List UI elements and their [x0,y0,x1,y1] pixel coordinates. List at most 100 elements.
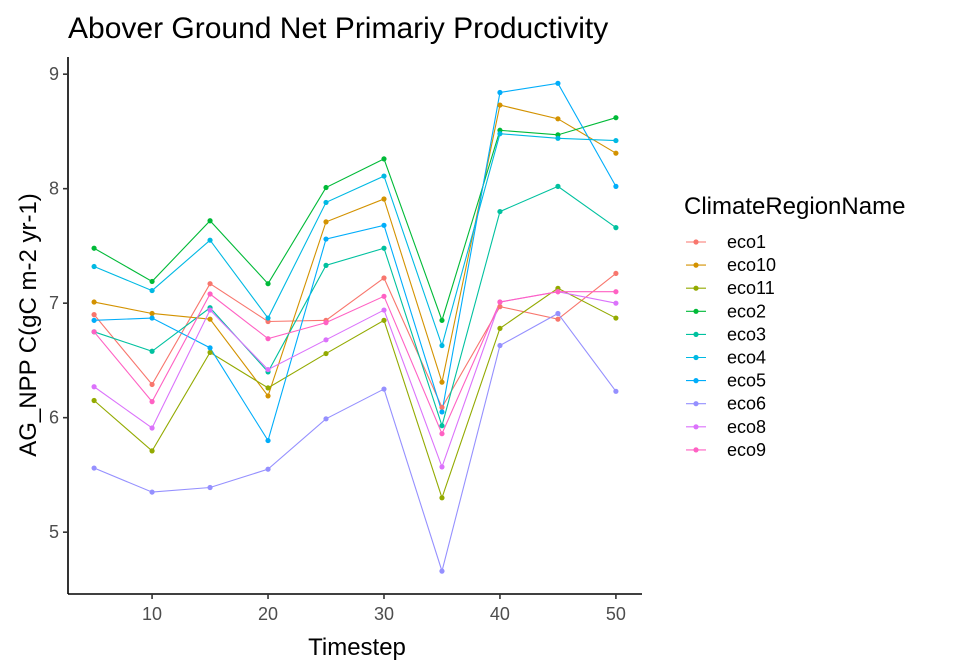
data-point-eco11 [323,350,329,357]
series-line-eco3 [93,185,617,428]
data-point-eco5 [91,317,97,323]
data-point-eco8 [381,307,387,313]
data-point-eco3 [497,208,503,215]
data-point-eco11 [381,317,387,323]
y-axis-title: AG_NPP C(gC m-2 yr-1) [15,193,42,457]
legend-key-point [693,308,699,314]
x-axis-ticks: 10 20 30 40 50 [142,594,626,624]
y-tick-label: 7 [49,293,59,313]
data-point-eco4 [265,315,271,321]
data-point-eco10 [265,393,271,399]
legend-label: eco2 [727,301,766,321]
data-point-eco10 [149,310,155,317]
data-point-eco10 [439,379,445,385]
legend-key-point [693,285,699,291]
data-point-eco1 [439,404,445,410]
data-point-eco2 [91,245,97,251]
data-point-eco4 [381,173,387,179]
series-line-eco6 [93,312,617,574]
data-point-eco6 [323,416,329,422]
data-point-eco5 [149,315,155,321]
data-point-eco8 [439,464,445,470]
legend-item-eco4: eco4 [686,348,766,368]
data-point-eco5 [613,183,619,189]
data-point-eco1 [91,312,97,318]
data-point-eco1 [555,316,561,322]
data-point-eco4 [323,199,329,206]
data-point-eco9 [381,293,387,299]
data-point-eco2 [381,156,387,162]
x-tick-label: 40 [490,604,510,624]
chart-title: Abover Ground Net Primariy Productivity [68,12,608,45]
y-tick-label: 8 [49,179,59,199]
legend-key-point [693,401,699,407]
series-points [91,80,619,574]
legend-key-point [693,378,699,384]
data-point-eco9 [439,431,445,437]
data-point-eco11 [91,397,97,404]
legend-label: eco1 [727,232,766,252]
legend-item-eco11: eco11 [686,278,775,298]
data-point-eco9 [149,399,155,405]
data-point-eco1 [613,270,619,277]
data-point-eco9 [91,329,97,335]
data-point-eco3 [439,423,445,429]
data-point-eco3 [555,183,561,189]
y-tick-label: 6 [49,408,59,428]
data-point-eco2 [439,317,445,323]
data-point-eco9 [497,299,503,305]
legend: ClimateRegionName eco1 eco10 eco11 eco2 eco3… [684,193,905,460]
data-point-eco3 [613,225,619,231]
legend-label: eco3 [727,324,766,344]
data-point-eco6 [381,386,387,392]
data-point-eco10 [613,150,619,156]
series-line-eco1 [93,272,617,409]
data-point-eco8 [613,300,619,306]
legend-label: eco6 [727,394,766,414]
data-point-eco2 [207,218,213,224]
legend-item-eco10: eco10 [686,255,776,275]
legend-key-point [693,447,699,453]
data-point-eco4 [207,237,213,243]
plot-area: 5 6 7 8 9 10 20 30 40 50 [49,57,642,624]
data-point-eco2 [149,278,155,285]
data-point-eco10 [323,219,329,225]
legend-item-eco5: eco5 [686,371,766,391]
y-axis-ticks: 5 6 7 8 9 [49,64,68,542]
data-point-eco2 [323,184,329,191]
data-point-eco4 [613,137,619,144]
legend-item-eco3: eco3 [686,324,766,344]
legend-items: eco1 eco10 eco11 eco2 eco3 eco4 eco5 eco6 eco8 ec… [686,232,776,460]
legend-item-eco2: eco2 [686,301,766,321]
legend-label: eco4 [727,348,766,368]
x-tick-label: 10 [142,604,162,624]
data-point-eco5 [207,345,213,351]
data-point-eco6 [149,489,155,495]
data-point-eco6 [91,465,97,471]
series-line-eco5 [94,82,617,442]
data-point-eco8 [149,425,155,431]
data-point-eco5 [323,236,329,242]
data-point-eco1 [207,281,213,287]
series-line-eco10 [93,104,617,398]
data-point-eco8 [91,384,97,390]
data-point-eco3 [381,245,387,251]
legend-label: eco9 [727,440,766,460]
data-point-eco11 [265,385,271,391]
data-point-eco11 [613,315,619,321]
data-point-eco5 [555,80,561,86]
data-point-eco6 [265,466,271,472]
data-point-eco5 [381,222,387,228]
data-point-eco11 [207,349,213,356]
data-point-eco9 [323,320,329,326]
legend-label: eco8 [727,417,766,437]
data-point-eco6 [439,568,445,574]
legend-key-point [693,239,699,245]
data-point-eco10 [91,299,97,305]
legend-item-eco9: eco9 [686,440,766,460]
data-point-eco9 [265,336,271,342]
data-point-eco1 [497,304,503,310]
series-line-eco11 [93,287,617,500]
x-tick-label: 50 [606,604,626,624]
data-point-eco10 [207,316,213,322]
